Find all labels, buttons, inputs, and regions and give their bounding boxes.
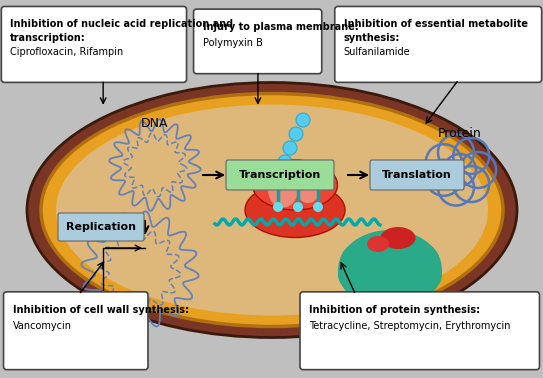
Ellipse shape [268, 172, 298, 208]
Ellipse shape [381, 227, 415, 249]
Text: Inhibition of nucleic acid replication and: Inhibition of nucleic acid replication a… [10, 19, 233, 29]
Text: Enzyme: Enzyme [350, 312, 400, 325]
Ellipse shape [27, 82, 517, 338]
FancyBboxPatch shape [370, 160, 464, 190]
Text: Inhibition of cell wall synthesis:: Inhibition of cell wall synthesis: [12, 305, 188, 315]
Ellipse shape [338, 257, 382, 293]
Ellipse shape [383, 264, 427, 296]
Ellipse shape [355, 264, 405, 300]
Text: synthesis:: synthesis: [344, 33, 400, 43]
Text: DNA: DNA [141, 117, 169, 130]
FancyBboxPatch shape [58, 213, 144, 241]
Ellipse shape [360, 232, 420, 272]
Text: Protein: Protein [438, 127, 482, 140]
FancyBboxPatch shape [193, 9, 322, 74]
Text: Inhibition of protein synthesis:: Inhibition of protein synthesis: [309, 305, 480, 315]
Text: Transcription: Transcription [239, 170, 321, 180]
Text: transcription:: transcription: [10, 33, 86, 43]
Text: Injury to plasma membrane:: Injury to plasma membrane: [203, 22, 358, 32]
Circle shape [273, 202, 283, 212]
Ellipse shape [252, 160, 338, 210]
Ellipse shape [295, 173, 320, 203]
Text: Polymyxin B: Polymyxin B [203, 38, 262, 48]
Ellipse shape [338, 230, 442, 310]
Text: Replication: Replication [66, 222, 136, 232]
Circle shape [313, 202, 323, 212]
Ellipse shape [245, 183, 345, 237]
Circle shape [289, 127, 303, 141]
Ellipse shape [41, 93, 503, 327]
Ellipse shape [56, 104, 488, 316]
Ellipse shape [384, 240, 440, 284]
Circle shape [293, 202, 303, 212]
Text: Ciprofloxacin, Rifampin: Ciprofloxacin, Rifampin [10, 48, 124, 57]
Ellipse shape [367, 236, 389, 252]
Text: Translation: Translation [382, 170, 452, 180]
Text: Tetracycline, Streptomycin, Erythromycin: Tetracycline, Streptomycin, Erythromycin [309, 321, 510, 331]
Circle shape [296, 113, 310, 127]
FancyBboxPatch shape [334, 6, 542, 82]
Text: Vancomycin: Vancomycin [12, 321, 72, 331]
FancyBboxPatch shape [226, 160, 334, 190]
Text: Sulfanilamide: Sulfanilamide [344, 48, 411, 57]
Circle shape [278, 155, 292, 169]
Text: Inhibition of essential metabolite: Inhibition of essential metabolite [344, 19, 528, 29]
Ellipse shape [398, 257, 442, 293]
FancyBboxPatch shape [3, 292, 148, 370]
Circle shape [283, 141, 297, 155]
Ellipse shape [340, 240, 396, 284]
FancyBboxPatch shape [300, 292, 540, 370]
FancyBboxPatch shape [1, 6, 187, 82]
